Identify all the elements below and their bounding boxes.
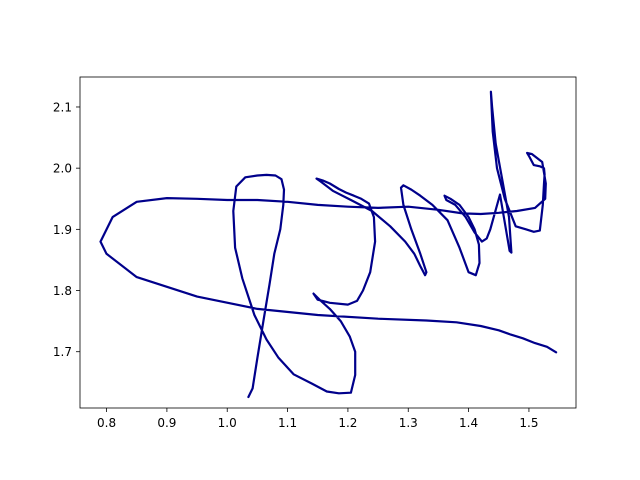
x-tick-label: 1.0 bbox=[218, 416, 237, 430]
axes-frame bbox=[79, 76, 577, 409]
x-axis: 0.8 0.9 1.0 1.1 1.2 1.3 1.4 1.5 bbox=[97, 408, 538, 430]
y-tick-label: 1.7 bbox=[53, 345, 72, 359]
x-tick-label: 0.8 bbox=[97, 416, 116, 430]
y-tick-label: 2.0 bbox=[53, 162, 72, 176]
plot-area bbox=[99, 90, 558, 399]
y-tick-label: 1.8 bbox=[53, 284, 72, 298]
signature-stroke bbox=[99, 90, 558, 399]
x-tick-label: 1.3 bbox=[399, 416, 418, 430]
x-tick-label: 0.9 bbox=[157, 416, 176, 430]
x-tick-label: 1.4 bbox=[459, 416, 478, 430]
y-tick-label: 2.1 bbox=[53, 100, 72, 114]
y-tick-label: 1.9 bbox=[53, 223, 72, 237]
y-axis: 1.7 1.8 1.9 2.0 2.1 bbox=[53, 100, 80, 359]
x-tick-label: 1.1 bbox=[278, 416, 297, 430]
x-tick-label: 1.2 bbox=[338, 416, 357, 430]
x-tick-label: 1.5 bbox=[519, 416, 538, 430]
